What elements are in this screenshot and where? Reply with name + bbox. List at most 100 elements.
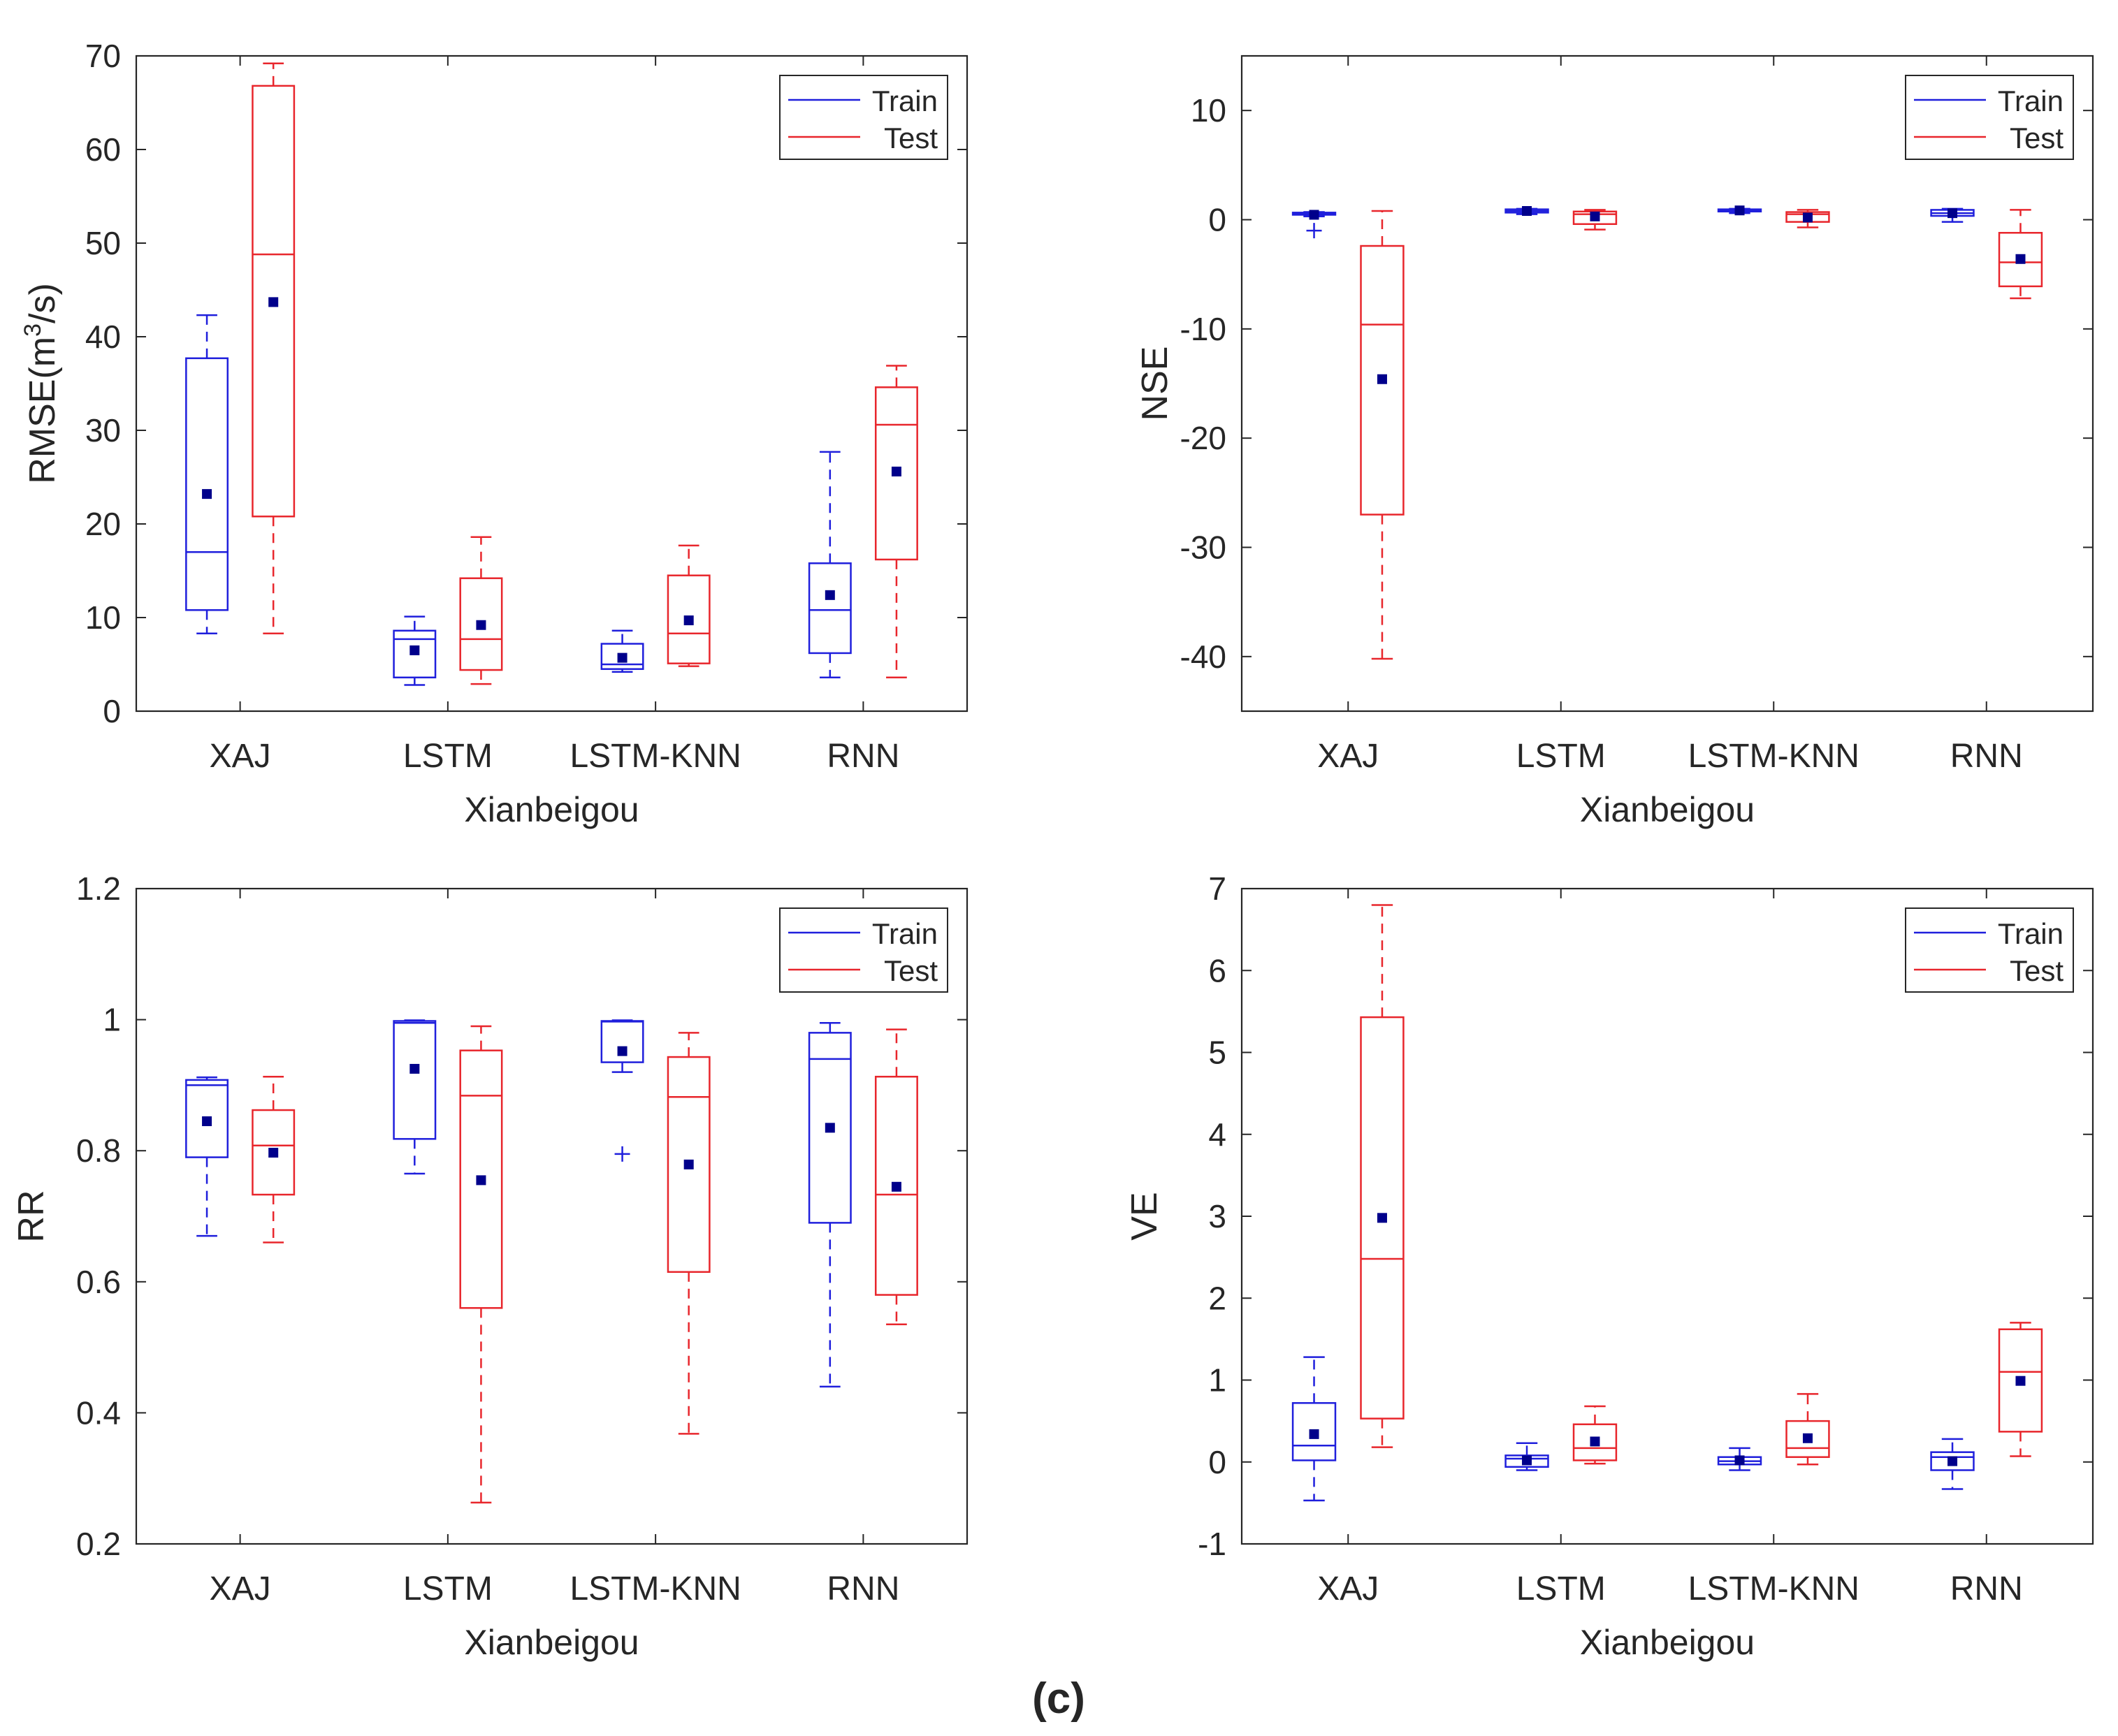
test-box-xaj <box>252 1075 296 1243</box>
mean-marker <box>1377 374 1387 384</box>
mean-marker <box>1590 211 1600 221</box>
x-tick-label: LSTM <box>403 738 493 775</box>
test-box-lstm <box>459 536 503 685</box>
plot-frame <box>1240 54 2094 713</box>
x-tick-label: LSTM-KNN <box>570 738 741 775</box>
y-tick-label: 2 <box>1208 1280 1226 1316</box>
iqr-box <box>1504 1454 1549 1468</box>
mean-marker <box>617 1046 628 1056</box>
legend: Train Test <box>1905 907 2074 993</box>
mean-marker <box>683 1159 694 1169</box>
legend-box <box>779 75 948 160</box>
iqr-box <box>1998 232 2043 288</box>
mean-marker <box>1522 1455 1532 1466</box>
outlier-marker <box>614 1146 630 1162</box>
mean-marker <box>1734 1455 1745 1466</box>
iqr-box <box>459 1049 503 1309</box>
y-tick-label: -20 <box>1180 420 1226 456</box>
legend-test-label: Test <box>2010 954 2063 987</box>
y-tick-label: 3 <box>1208 1198 1226 1234</box>
y-tick-label: 70 <box>85 38 121 74</box>
y-tick-label: 0.6 <box>76 1264 121 1300</box>
y-tick-label: 1 <box>103 1002 121 1038</box>
train-box-rnn <box>808 451 852 679</box>
iqr-box <box>600 1020 644 1063</box>
y-tick-label: 0.2 <box>76 1526 121 1562</box>
x-tick-label: LSTM <box>1516 1570 1606 1607</box>
y-tick-label: 20 <box>85 506 121 542</box>
mean-marker <box>1309 210 1319 220</box>
figure-label: (c) <box>1032 1675 1085 1723</box>
legend: Train Test <box>779 907 948 993</box>
train-box-lstm-knn <box>1717 205 1762 216</box>
mean-marker <box>202 1116 212 1126</box>
y-tick-label: -10 <box>1180 311 1226 347</box>
legend-box <box>1905 75 2074 160</box>
y-axis-label-part: RMSE(m <box>22 337 63 484</box>
mean-marker <box>409 645 420 655</box>
test-box-xaj <box>1360 210 1405 660</box>
x-tick-label: RNN <box>827 738 899 775</box>
y-tick-label: 1.2 <box>76 870 121 907</box>
mean-marker <box>891 466 901 476</box>
test-box-lstm-knn <box>1785 1393 1830 1466</box>
train-box-xaj <box>1291 1356 1337 1502</box>
iqr-box <box>1572 1423 1618 1461</box>
y-axis-label: RMSE(m3/s) <box>20 283 63 484</box>
mean-marker <box>1590 1436 1600 1447</box>
iqr-box <box>185 357 229 611</box>
y-tick-label: 10 <box>1191 92 1226 129</box>
iqr-box <box>252 85 296 518</box>
test-box-rnn <box>1998 1322 2043 1457</box>
y-tick-label: 7 <box>1208 870 1226 907</box>
y-axis-label: RR <box>11 1190 52 1242</box>
x-tick-label: LSTM <box>403 1570 493 1607</box>
train-box-xaj <box>185 1076 229 1237</box>
y-tick-label: 5 <box>1208 1035 1226 1071</box>
iqr-box <box>1785 1420 1830 1458</box>
test-box-lstm <box>1572 1405 1618 1465</box>
x-tick-label: LSTM-KNN <box>1688 1570 1859 1607</box>
x-tick-label: XAJ <box>210 738 271 775</box>
legend-train-label: Train <box>872 917 938 950</box>
iqr-box <box>1360 245 1405 516</box>
train-box-lstm <box>1504 1442 1549 1471</box>
mean-marker <box>1947 1456 1958 1466</box>
train-box-xaj <box>185 314 229 635</box>
train-box-lstm-knn <box>600 1019 644 1162</box>
test-box-rnn <box>1998 209 2043 300</box>
panel-rmse: 0 10 20 30 40 50 60 70 XAJ LSTM LSTM-KNN RNN Xianbei… <box>20 38 969 829</box>
test-box-rnn <box>874 365 918 679</box>
y-tick-label: -40 <box>1180 639 1226 675</box>
plot-frame <box>135 54 969 713</box>
mean-marker <box>825 1123 835 1133</box>
legend-test-label: Test <box>884 954 938 987</box>
x-axis-label: Xianbeigou <box>1580 790 1755 829</box>
iqr-box <box>393 1020 437 1140</box>
iqr-box <box>808 1032 852 1224</box>
mean-marker <box>1802 1433 1813 1443</box>
y-axis-label: VE <box>1124 1192 1165 1240</box>
train-box-lstm <box>393 615 437 686</box>
legend-test-label: Test <box>884 122 938 154</box>
y-tick-label: 6 <box>1208 952 1226 989</box>
mean-marker <box>476 620 486 630</box>
y-tick-label: 60 <box>85 131 121 168</box>
iqr-box <box>1572 210 1618 226</box>
plot-frame <box>135 887 969 1545</box>
mean-marker <box>268 297 279 307</box>
mean-marker <box>2015 254 2026 264</box>
y-tick-label: 50 <box>85 225 121 261</box>
train-box-rnn <box>1930 207 1975 223</box>
legend-train-label: Train <box>872 85 938 117</box>
panel-nse: -40 -30 -20 -10 0 10 XAJ LSTM LSTM-KNN RNN Xianbei… <box>1135 54 2094 829</box>
test-box-lstm <box>1572 209 1618 231</box>
mean-marker <box>891 1181 901 1192</box>
iqr-box <box>459 577 503 671</box>
test-box-xaj <box>1360 904 1405 1448</box>
y-tick-label: 40 <box>85 319 121 355</box>
test-box-lstm-knn <box>667 1032 711 1435</box>
x-tick-label: LSTM <box>1516 738 1606 775</box>
x-tick-label: RNN <box>1950 1570 2023 1607</box>
train-box-lstm-knn <box>1717 1447 1762 1471</box>
